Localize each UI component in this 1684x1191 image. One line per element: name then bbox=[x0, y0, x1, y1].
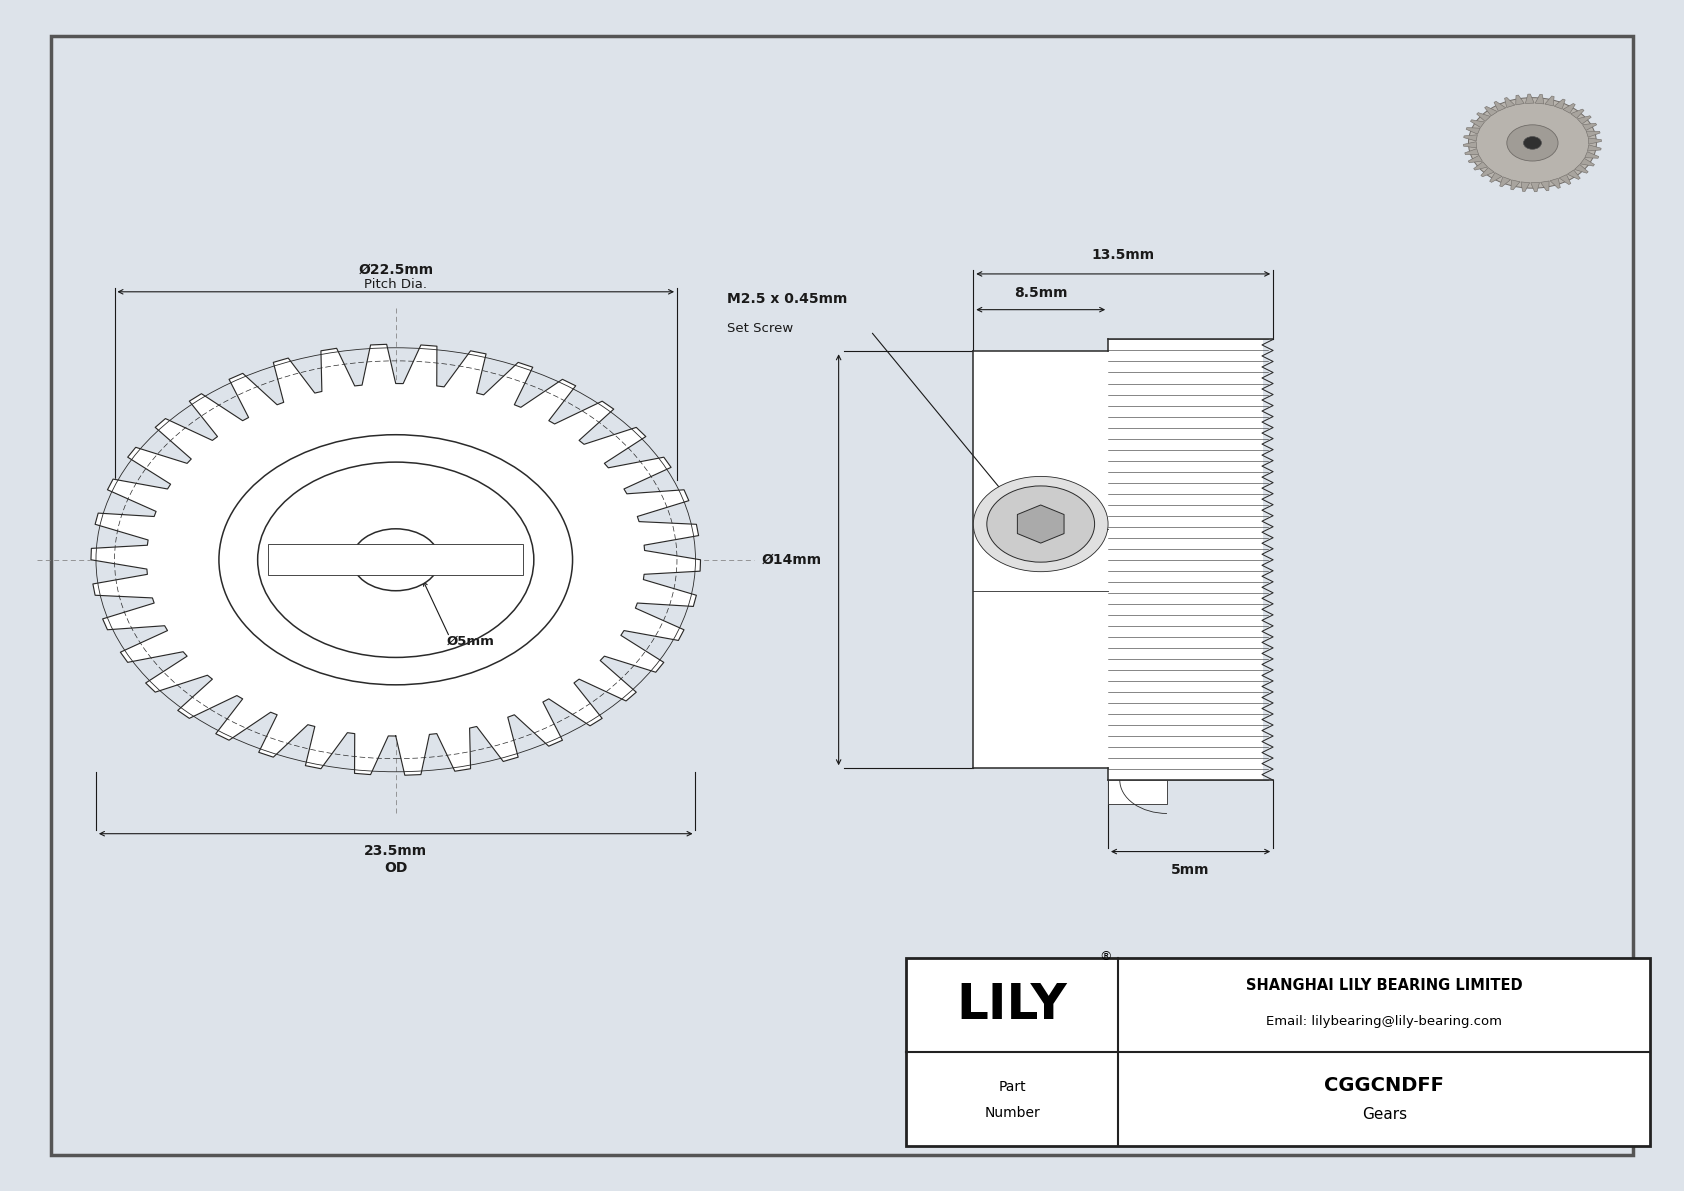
Polygon shape bbox=[1588, 138, 1601, 144]
Circle shape bbox=[1507, 125, 1558, 161]
Polygon shape bbox=[1500, 176, 1511, 187]
Polygon shape bbox=[1580, 158, 1595, 166]
Text: ®: ® bbox=[1100, 950, 1111, 962]
Polygon shape bbox=[1585, 151, 1598, 158]
Text: CGGCNDFF: CGGCNDFF bbox=[1324, 1077, 1445, 1095]
Polygon shape bbox=[1531, 182, 1539, 192]
Bar bbox=[1108, 780, 1167, 804]
Polygon shape bbox=[1468, 155, 1482, 163]
Polygon shape bbox=[1588, 145, 1601, 151]
Text: 13.5mm: 13.5mm bbox=[1091, 248, 1155, 262]
Text: Set Screw: Set Screw bbox=[727, 322, 793, 335]
Text: SHANGHAI LILY BEARING LIMITED: SHANGHAI LILY BEARING LIMITED bbox=[1246, 978, 1522, 993]
Text: M2.5 x 0.45mm: M2.5 x 0.45mm bbox=[727, 292, 847, 306]
Polygon shape bbox=[1516, 95, 1524, 105]
Polygon shape bbox=[1544, 96, 1554, 106]
Polygon shape bbox=[1536, 94, 1544, 104]
Text: Number: Number bbox=[983, 1106, 1041, 1120]
Polygon shape bbox=[1541, 181, 1549, 191]
Polygon shape bbox=[1568, 170, 1580, 180]
Polygon shape bbox=[1549, 179, 1561, 188]
Text: Email: lilybearing@lily-bearing.com: Email: lilybearing@lily-bearing.com bbox=[1266, 1015, 1502, 1028]
Polygon shape bbox=[1480, 168, 1494, 176]
Polygon shape bbox=[1571, 110, 1585, 118]
Text: Ø14mm: Ø14mm bbox=[761, 553, 822, 567]
Polygon shape bbox=[1586, 131, 1600, 137]
Text: Pitch Dia.: Pitch Dia. bbox=[364, 278, 428, 291]
Text: 5mm: 5mm bbox=[1172, 863, 1209, 878]
Polygon shape bbox=[1485, 106, 1497, 116]
Polygon shape bbox=[1583, 123, 1596, 131]
Polygon shape bbox=[1494, 101, 1505, 111]
Polygon shape bbox=[1554, 99, 1564, 110]
Bar bbox=[1108, 339, 1263, 780]
Text: 8.5mm: 8.5mm bbox=[1014, 286, 1068, 300]
Circle shape bbox=[987, 486, 1095, 562]
Polygon shape bbox=[1017, 505, 1064, 543]
Polygon shape bbox=[1465, 149, 1479, 155]
Polygon shape bbox=[1474, 162, 1487, 170]
Polygon shape bbox=[1463, 135, 1477, 141]
Polygon shape bbox=[1477, 113, 1490, 121]
Circle shape bbox=[352, 529, 440, 591]
Text: OD: OD bbox=[384, 861, 408, 875]
Text: Ø5mm: Ø5mm bbox=[446, 635, 493, 648]
Polygon shape bbox=[1463, 142, 1477, 148]
Polygon shape bbox=[1490, 173, 1502, 182]
Polygon shape bbox=[1511, 180, 1521, 189]
Text: Ø22.5mm: Ø22.5mm bbox=[359, 262, 433, 276]
Polygon shape bbox=[1559, 175, 1571, 185]
Bar bbox=[973, 351, 1108, 768]
Circle shape bbox=[1468, 98, 1596, 188]
Polygon shape bbox=[1504, 98, 1516, 107]
Bar bbox=[268, 544, 524, 575]
Polygon shape bbox=[1575, 164, 1588, 173]
Polygon shape bbox=[1521, 182, 1529, 192]
Bar bbox=[906, 958, 1650, 1146]
Text: LILY: LILY bbox=[957, 980, 1068, 1029]
Polygon shape bbox=[1563, 104, 1575, 113]
Circle shape bbox=[973, 476, 1108, 572]
Text: 23.5mm: 23.5mm bbox=[364, 844, 428, 859]
Polygon shape bbox=[1526, 94, 1534, 104]
Polygon shape bbox=[1467, 127, 1480, 135]
Polygon shape bbox=[91, 344, 701, 775]
Circle shape bbox=[1524, 137, 1541, 149]
Polygon shape bbox=[1470, 120, 1485, 127]
Polygon shape bbox=[1578, 116, 1591, 124]
Text: Gears: Gears bbox=[1362, 1106, 1406, 1122]
Text: Part: Part bbox=[999, 1080, 1026, 1093]
